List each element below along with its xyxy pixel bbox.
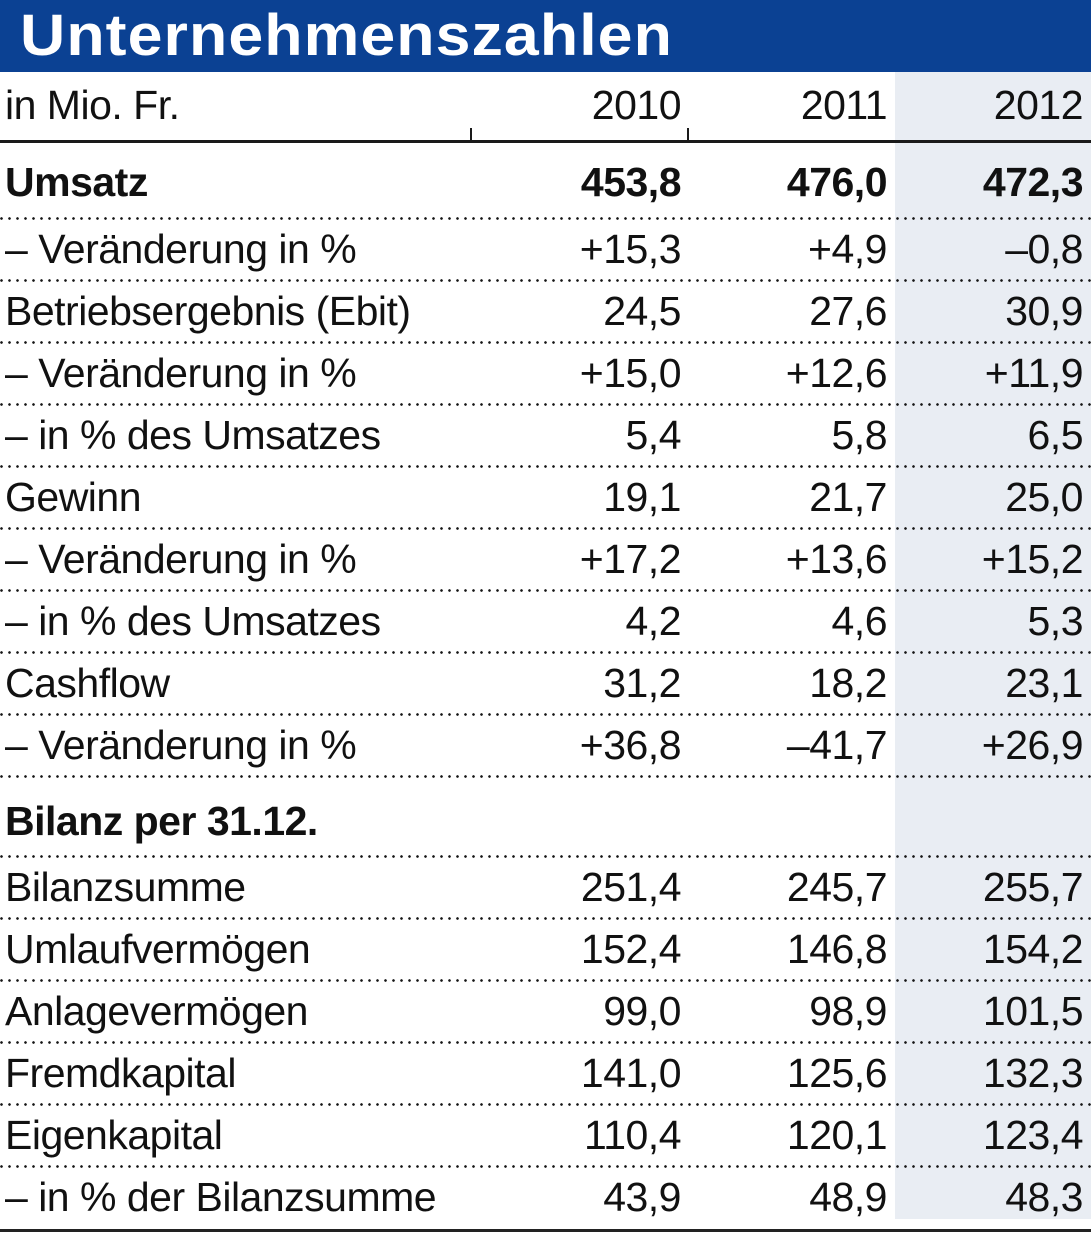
year-header-2010: 2010 [591,82,682,129]
title-bar: Unternehmenszahlen [0,0,1091,72]
value-2012: 255,7 [982,864,1084,911]
value-2011: 21,7 [809,474,887,521]
value-2012: 48,3 [1005,1174,1083,1221]
value-2011: 5,8 [831,412,888,459]
value-2010: 5,4 [625,412,682,459]
value-2010: 453,8 [580,159,682,206]
value-2010: +15,3 [579,226,682,273]
value-2012: 472,3 [982,159,1084,206]
value-2010: 43,9 [603,1174,681,1221]
row-label: – Veränderung in % [5,536,357,583]
value-2011: 120,1 [786,1112,888,1159]
value-2010: +36,8 [579,722,682,769]
value-2011: 18,2 [809,660,887,707]
value-2011: 48,9 [809,1174,887,1221]
row-label: Umsatz [5,159,148,206]
row-label: Fremdkapital [5,1050,236,1097]
value-2012: –0,8 [1005,226,1083,273]
column-divider-tick [687,128,689,140]
table-body: Umsatz 453,8 476,0 472,3 – Veränderung in % +… [0,143,1091,1229]
value-2010: 152,4 [580,926,682,973]
value-2012: 23,1 [1005,660,1083,707]
value-2011: 4,6 [831,598,888,645]
table-row: – in % der Bilanzsumme 43,9 48,9 48,3 [0,1167,1091,1229]
value-2010: 99,0 [603,988,681,1035]
table-row: – Veränderung in % +17,2 +13,6 +15,2 [0,529,1091,592]
section-header-label: Bilanz per 31.12. [5,798,318,844]
value-2010: +17,2 [579,536,682,583]
table-row: Betriebsergebnis (Ebit) 24,5 27,6 30,9 [0,281,1091,344]
value-2012: 25,0 [1005,474,1083,521]
row-label: – Veränderung in % [5,226,357,273]
bottom-rule [0,1229,1091,1232]
value-2010: 110,4 [583,1112,682,1159]
value-2011: +13,6 [785,536,888,583]
value-2010: 24,5 [603,288,681,335]
table-row: Gewinn 19,1 21,7 25,0 [0,467,1091,530]
table-row: – in % des Umsatzes 5,4 5,8 6,5 [0,405,1091,468]
value-2011: 146,8 [786,926,888,973]
value-2010: 19,1 [603,474,681,521]
table-row: Eigenkapital 110,4 120,1 123,4 [0,1105,1091,1168]
table-row: – in % des Umsatzes 4,2 4,6 5,3 [0,591,1091,654]
value-2012: 6,5 [1027,412,1084,459]
value-2012: 132,3 [982,1050,1084,1097]
value-2012: 123,4 [982,1112,1084,1159]
value-2012: +26,9 [981,722,1084,769]
row-label: Umlaufvermögen [5,926,311,973]
year-header-2011: 2011 [800,82,888,129]
table-row: Anlagevermögen 99,0 98,9 101,5 [0,981,1091,1044]
value-2010: 251,4 [580,864,682,911]
year-header-2012: 2012 [993,82,1084,129]
value-2011: +12,6 [785,350,888,397]
value-2011: +4,9 [808,226,887,273]
row-label: Anlagevermögen [5,988,308,1035]
value-2010: 31,2 [603,660,681,707]
section-header: Bilanz per 31.12. [0,777,1091,858]
table-row: – Veränderung in % +15,0 +12,6 +11,9 [0,343,1091,406]
table-row: Bilanzsumme 251,4 245,7 255,7 [0,857,1091,920]
value-2011: 476,0 [786,159,888,206]
value-2012: 101,5 [982,988,1084,1035]
table-row: Cashflow 31,2 18,2 23,1 [0,653,1091,716]
value-2011: –41,7 [786,722,888,769]
table-row: Fremdkapital 141,0 125,6 132,3 [0,1043,1091,1106]
row-label: – in % der Bilanzsumme [5,1174,437,1221]
value-2012: 154,2 [982,926,1084,973]
table-row: Umsatz 453,8 476,0 472,3 [0,143,1091,220]
value-2010: 141,0 [580,1050,682,1097]
value-2011: 245,7 [786,864,888,911]
table-header-row: in Mio. Fr. 2010 2011 2012 [0,72,1091,143]
page-title: Unternehmenszahlen [20,3,673,68]
table-row: – Veränderung in % +15,3 +4,9 –0,8 [0,219,1091,282]
highlight-column-2012 [895,72,1091,1219]
table-row: – Veränderung in % +36,8 –41,7 +26,9 [0,715,1091,778]
column-divider-tick [470,128,472,140]
value-2011: 98,9 [809,988,887,1035]
value-2012: +11,9 [984,350,1084,397]
value-2011: 125,6 [786,1050,888,1097]
value-2010: 4,2 [625,598,682,645]
row-label: – in % des Umsatzes [5,598,381,645]
table-row: Umlaufvermögen 152,4 146,8 154,2 [0,919,1091,982]
row-label: Bilanzsumme [5,864,246,911]
value-2011: 27,6 [809,288,887,335]
row-label: – Veränderung in % [5,722,357,769]
value-2010: +15,0 [579,350,682,397]
row-label: Cashflow [5,660,170,707]
row-label: – in % des Umsatzes [5,412,381,459]
row-label: Eigenkapital [5,1112,223,1159]
value-2012: 5,3 [1027,598,1084,645]
unit-label: in Mio. Fr. [5,82,180,129]
value-2012: 30,9 [1005,288,1083,335]
value-2012: +15,2 [981,536,1084,583]
row-label: Gewinn [5,474,142,521]
row-label: Betriebsergebnis (Ebit) [5,288,411,335]
row-label: – Veränderung in % [5,350,357,397]
